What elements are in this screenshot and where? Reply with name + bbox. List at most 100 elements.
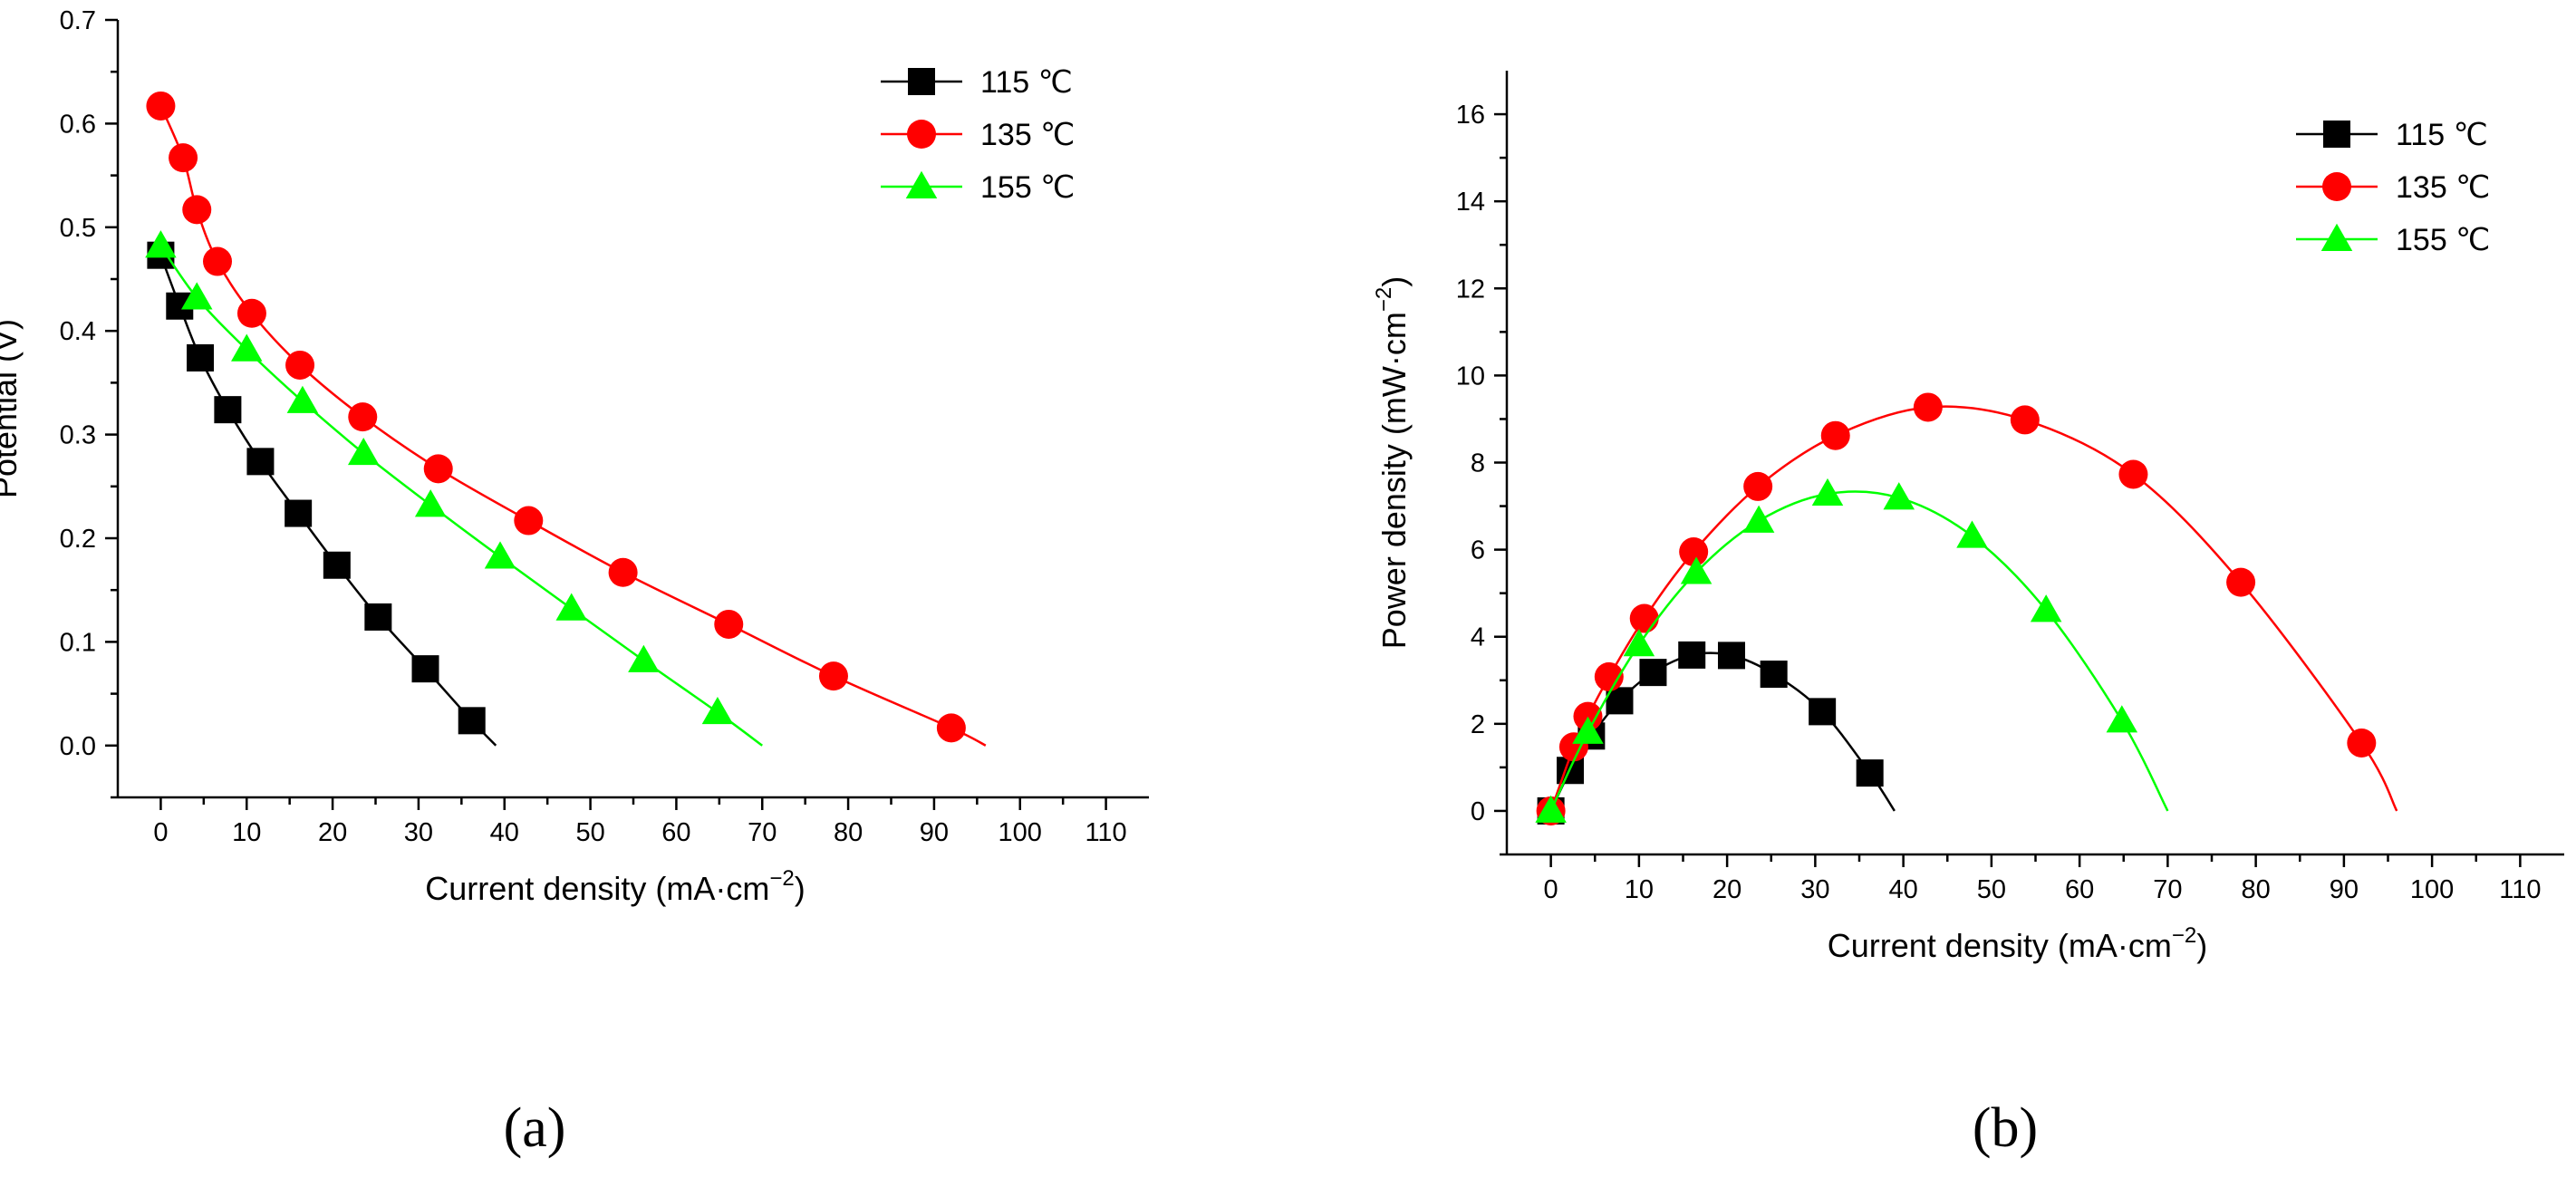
- x-axis-title-close: ): [795, 870, 806, 907]
- y-tick-label: 8: [1471, 449, 1485, 478]
- data-point-2: [231, 333, 263, 362]
- series-115C: [147, 241, 497, 747]
- y-tick-label: 0.2: [60, 525, 96, 554]
- data-point-12: [2347, 728, 2377, 758]
- x-tick-label: 80: [834, 818, 863, 847]
- x-tick-label: 90: [2330, 875, 2359, 904]
- legend-label: 115 ℃: [2396, 118, 2488, 152]
- data-point-2: [1573, 701, 1603, 731]
- panel-label: (b): [1973, 1097, 2038, 1159]
- data-point-6: [1743, 471, 1773, 501]
- y-axis-title-text: Power density (mW·cm: [1375, 312, 1413, 649]
- y-tick-label: 0.6: [60, 110, 96, 139]
- data-point-5: [414, 489, 447, 517]
- y-axis-title-close: ): [1375, 276, 1413, 287]
- data-point-8: [628, 644, 660, 672]
- legend-marker: [907, 120, 936, 149]
- series-line: [159, 255, 497, 747]
- x-tick-label: 60: [2065, 875, 2094, 904]
- data-point-7: [364, 603, 392, 631]
- data-point-4: [1629, 603, 1659, 633]
- x-axis-title-close: ): [2196, 927, 2207, 964]
- y-tick-label: 10: [1456, 362, 1485, 391]
- y-tick-label: 0.3: [60, 421, 96, 450]
- data-point-10: [2118, 459, 2148, 489]
- data-point-2: [182, 195, 212, 225]
- data-point-8: [1913, 392, 1943, 422]
- y-tick-label: 14: [1456, 188, 1485, 217]
- x-tick-label: 0: [153, 818, 168, 847]
- data-point-7: [1956, 520, 1988, 548]
- x-axis-title-exponent: −2: [2172, 923, 2196, 948]
- x-tick-label: 20: [318, 818, 347, 847]
- data-point-1: [169, 143, 198, 173]
- data-point-3: [214, 396, 242, 424]
- y-tick-label: 0.5: [60, 214, 96, 243]
- y-axis-title-exponent: −2: [1372, 287, 1396, 312]
- legend-entry: 115 ℃: [2296, 118, 2488, 152]
- panel-label: (a): [504, 1097, 566, 1159]
- legend-entry: 135 ℃: [881, 118, 1075, 152]
- data-point-6: [1883, 482, 1915, 510]
- data-point-4: [347, 437, 380, 466]
- data-point-3: [1594, 661, 1624, 691]
- data-point-6: [484, 541, 516, 569]
- y-tick-label: 0: [1471, 797, 1485, 826]
- data-point-7: [1760, 661, 1788, 689]
- data-point-7: [555, 593, 587, 621]
- data-point-2: [187, 343, 215, 372]
- legend-entry: 155 ℃: [881, 170, 1075, 205]
- x-tick-label: 50: [1977, 875, 2006, 904]
- y-tick-label: 0.0: [60, 732, 96, 761]
- legend-label: 135 ℃: [2396, 170, 2490, 205]
- x-tick-label: 50: [575, 818, 604, 847]
- y-axis-title: Potential (V): [0, 319, 24, 498]
- data-point-0: [1535, 795, 1567, 823]
- legend-entry: 155 ℃: [2296, 223, 2490, 257]
- data-point-7: [1820, 420, 1850, 450]
- legend-marker: [2320, 223, 2353, 251]
- data-point-9: [608, 557, 638, 587]
- x-tick-label: 100: [999, 818, 1042, 847]
- series-line: [159, 105, 987, 747]
- data-point-4: [236, 298, 266, 328]
- y-tick-label: 4: [1471, 623, 1485, 652]
- data-point-9: [701, 696, 734, 725]
- data-point-7: [423, 454, 453, 484]
- x-axis-title-exponent: −2: [769, 866, 794, 891]
- data-point-3: [203, 246, 233, 276]
- x-tick-label: 40: [490, 818, 519, 847]
- data-point-8: [1809, 698, 1837, 726]
- x-tick-label: 70: [748, 818, 777, 847]
- data-point-3: [286, 385, 319, 413]
- legend-marker: [905, 170, 938, 198]
- data-point-11: [818, 661, 848, 691]
- y-tick-label: 0.7: [60, 6, 96, 35]
- series-line: [1549, 405, 2398, 812]
- legend-marker: [908, 68, 935, 95]
- data-point-9: [1856, 759, 1884, 787]
- y-tick-label: 12: [1456, 275, 1485, 304]
- legend-marker: [2322, 172, 2351, 201]
- x-axis-title-text: Current density (mA·cm: [1828, 927, 2172, 964]
- x-axis-title-text: Current density (mA·cm: [425, 870, 769, 907]
- x-tick-label: 40: [1888, 875, 1917, 904]
- data-point-6: [1717, 642, 1745, 670]
- x-tick-label: 70: [2153, 875, 2182, 904]
- series-135C: [146, 91, 987, 747]
- x-tick-label: 30: [1800, 875, 1829, 904]
- legend-label: 155 ℃: [2396, 223, 2490, 257]
- legend-entry: 115 ℃: [881, 65, 1073, 100]
- data-point-5: [285, 499, 313, 527]
- series-115C: [1537, 641, 1896, 825]
- legend-label: 155 ℃: [980, 170, 1075, 205]
- legend-entry: 135 ℃: [2296, 170, 2490, 205]
- y-tick-label: 0.4: [60, 317, 96, 346]
- x-tick-label: 90: [920, 818, 949, 847]
- x-tick-label: 20: [1713, 875, 1741, 904]
- data-point-5: [285, 350, 315, 380]
- data-point-3: [1680, 556, 1713, 584]
- x-tick-label: 10: [232, 818, 261, 847]
- y-tick-label: 6: [1471, 536, 1485, 565]
